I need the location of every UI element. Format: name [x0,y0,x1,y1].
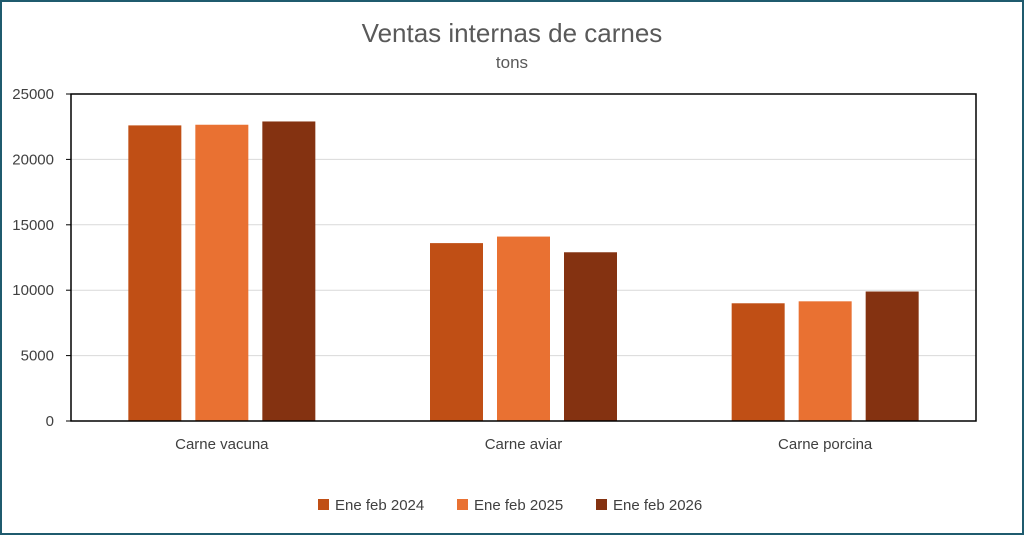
bar [430,243,483,421]
bar [798,301,852,421]
y-tick-label: 10000 [12,282,54,299]
chart-title: Ventas internas de carnes [362,18,663,48]
legend-swatch [318,499,329,510]
bar [128,125,182,421]
legend-swatch [457,499,468,510]
category-label: Carne vacuna [175,436,269,453]
legend-swatch [596,499,607,510]
y-tick-label: 15000 [12,217,54,234]
category-label: Carne aviar [485,436,563,453]
y-tick-label: 5000 [21,348,54,365]
legend-label: Ene feb 2026 [613,497,702,514]
y-tick-label: 25000 [12,86,54,103]
bars [128,121,919,421]
bar [731,303,785,421]
bar [497,236,550,421]
bar [865,291,919,421]
bar [262,121,316,421]
chart-subtitle: tons [496,53,528,72]
y-tick-label: 0 [46,413,54,430]
bar [195,124,249,421]
category-label: Carne porcina [778,436,873,453]
legend: Ene feb 2024 Ene feb 2025 Ene feb 2026 [318,497,702,514]
plot-area-border [70,93,977,422]
y-axis-ticks: 0 5000 10000 15000 20000 25000 [12,86,71,430]
x-axis-categories: Carne vacuna Carne aviar Carne porcina [175,436,873,453]
legend-label: Ene feb 2024 [335,497,424,514]
legend-label: Ene feb 2025 [474,497,563,514]
y-tick-label: 20000 [12,151,54,168]
bar [564,252,617,421]
